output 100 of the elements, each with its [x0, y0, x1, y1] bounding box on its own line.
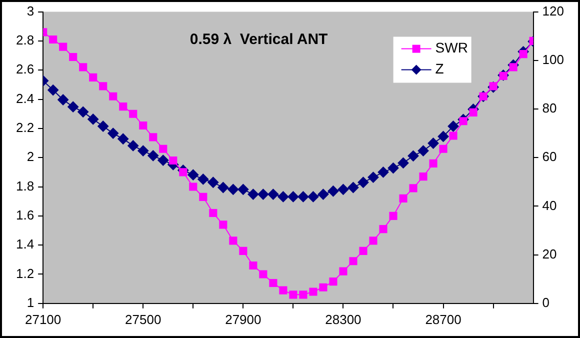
point [238, 184, 249, 195]
text: 0.59 λ Vertical ANT [190, 30, 328, 48]
point [378, 166, 389, 178]
point [308, 191, 319, 202]
point [438, 130, 449, 142]
point [58, 94, 69, 106]
point [339, 267, 348, 276]
point [198, 174, 209, 185]
point [348, 182, 359, 193]
point [118, 133, 129, 144]
point [159, 144, 168, 153]
y-tick-label: 2.2 [16, 120, 34, 136]
point [49, 35, 58, 44]
point [299, 290, 308, 299]
point [289, 290, 298, 299]
y2-tick-label: 80 [542, 100, 557, 116]
y-tick-label: 2.6 [16, 62, 34, 77]
point [188, 169, 199, 180]
y-tick-label: 1.8 [16, 178, 34, 194]
point [98, 120, 109, 132]
y2-tick-label: 100 [542, 52, 564, 67]
point [368, 172, 379, 183]
y-tick-label: 3 [26, 3, 34, 18]
point [408, 150, 419, 162]
point [139, 121, 148, 130]
y-tick-label: 1 [26, 294, 34, 310]
y2-tick-label: 40 [542, 198, 557, 213]
point [68, 101, 79, 112]
point [169, 156, 178, 165]
point [108, 128, 119, 139]
point [309, 288, 318, 296]
point [78, 106, 89, 118]
point [439, 144, 448, 153]
point [388, 162, 399, 174]
point [89, 73, 98, 82]
point [219, 220, 228, 229]
y-tick-label: 2 [26, 149, 34, 164]
x-tick-label: 27500 [125, 312, 162, 327]
point [228, 184, 239, 195]
point [129, 110, 138, 118]
point [399, 194, 408, 202]
point [418, 145, 429, 156]
y2-tick-label: 60 [542, 149, 557, 164]
point [369, 236, 378, 245]
y2-tick-label: 0 [542, 294, 550, 310]
y2-tick-label: 120 [542, 3, 564, 18]
point [509, 63, 518, 72]
point [158, 154, 169, 166]
y2-tick-label: 20 [542, 246, 557, 262]
point [328, 186, 339, 197]
point [48, 84, 59, 96]
point [298, 191, 309, 202]
point [209, 208, 218, 218]
y-tick-label: 1.6 [16, 208, 34, 222]
point [268, 188, 279, 200]
x-tick-label: 28700 [425, 312, 462, 327]
point [248, 188, 259, 200]
point [449, 132, 458, 140]
point [199, 192, 208, 201]
point [409, 184, 418, 192]
point [359, 246, 368, 255]
y-tick-label: 2.4 [16, 90, 34, 106]
point [338, 184, 349, 195]
point [379, 225, 388, 234]
point [149, 133, 158, 142]
point [279, 286, 288, 294]
point [519, 50, 528, 58]
point [249, 261, 258, 270]
point [419, 172, 428, 181]
point [59, 42, 68, 51]
point [99, 82, 108, 90]
point [88, 114, 99, 125]
point [429, 159, 438, 168]
point [288, 191, 299, 202]
point [269, 278, 278, 288]
point [119, 102, 128, 111]
point [469, 108, 478, 116]
point [218, 182, 229, 193]
point [79, 63, 88, 72]
y-tick-label: 2.8 [16, 32, 34, 48]
point [69, 52, 78, 62]
point [229, 236, 238, 245]
point [398, 157, 409, 168]
point [329, 277, 338, 286]
point [258, 188, 269, 200]
point [278, 191, 289, 202]
point [448, 120, 459, 132]
legend-label: Z [435, 60, 444, 77]
point [319, 283, 328, 292]
point [189, 182, 198, 191]
point [128, 140, 139, 152]
point [138, 145, 149, 156]
point [349, 257, 358, 266]
point [148, 150, 159, 162]
y-tick-label: 1.4 [16, 236, 34, 252]
x-tick-label: 27900 [225, 312, 262, 327]
y-tick-label: 1.2 [16, 266, 34, 281]
point [208, 176, 219, 188]
point [318, 188, 329, 200]
legend-label: SWR [435, 40, 468, 56]
